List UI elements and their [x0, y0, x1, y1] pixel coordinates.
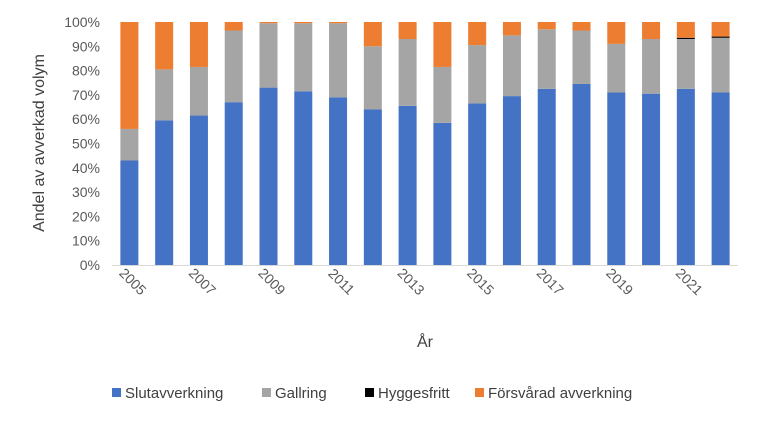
bar-segment-gallring-2007 [189, 66, 208, 116]
legend-label: Hyggesfritt [378, 385, 451, 402]
bar-segment-f-rsv-rad-avverkning-2022 [711, 22, 730, 37]
x-tick-label: 2007 [186, 265, 219, 298]
bar-segment-slutavverkning-2008 [224, 102, 243, 265]
bar-segment-slutavverkning-2017 [537, 88, 556, 265]
bar-segment-f-rsv-rad-avverkning-2013 [398, 22, 417, 40]
bar-segment-gallring-2017 [537, 29, 556, 89]
legend-label: Försvårad avverkning [488, 385, 632, 402]
bar-segment-slutavverkning-2022 [711, 92, 730, 265]
bar-segment-hyggesfritt-2021 [676, 37, 695, 40]
legend-swatch [475, 388, 484, 397]
bar-segment-slutavverkning-2016 [502, 96, 521, 266]
x-tick-label: 2019 [603, 265, 636, 298]
x-tick-label: 2015 [464, 265, 497, 298]
bar-segment-f-rsv-rad-avverkning-2018 [572, 22, 591, 31]
bar-segment-f-rsv-rad-avverkning-2020 [642, 22, 661, 40]
bar-segment-f-rsv-rad-avverkning-2015 [468, 22, 487, 46]
x-tick-label: 2021 [673, 265, 706, 298]
y-axis-ticks: 0% 10% 20% 30% 40% 50% 60% 70% 80% 90% 100% [64, 14, 100, 273]
bar-segment-gallring-2021 [676, 39, 695, 89]
y-tick-label: 30% [72, 184, 100, 200]
y-tick-label: 60% [72, 111, 100, 127]
x-tick-label: 2013 [394, 265, 427, 298]
bar-segment-gallring-2016 [502, 35, 521, 97]
bar-segment-slutavverkning-2013 [398, 105, 417, 266]
bar-segment-gallring-2012 [363, 46, 382, 110]
x-axis-title: År [417, 332, 434, 351]
bar-segment-gallring-2015 [468, 45, 487, 104]
bar-segment-hyggesfritt-2022 [711, 36, 730, 38]
y-tick-label: 50% [72, 136, 100, 152]
legend-swatch [365, 388, 374, 397]
bar-segment-slutavverkning-2006 [155, 120, 174, 265]
bar-segment-slutavverkning-2018 [572, 83, 591, 265]
x-axis-ticks: 2005 2007 2009 2011 2013 2015 2017 2019 2021 [116, 265, 706, 298]
y-tick-label: 10% [72, 233, 100, 249]
bar-segment-gallring-2018 [572, 30, 591, 84]
x-tick-label: 2011 [325, 265, 358, 298]
y-tick-label: 90% [72, 38, 100, 54]
legend: Slutavverkning Gallring Hyggesfritt Försvår… [112, 385, 632, 402]
bar-segment-slutavverkning-2014 [433, 122, 452, 265]
bar-segment-f-rsv-rad-avverkning-2019 [607, 22, 626, 44]
bar-segment-f-rsv-rad-avverkning-2012 [363, 22, 382, 47]
bar-segment-gallring-2005 [120, 128, 139, 161]
y-tick-label: 80% [72, 63, 100, 79]
y-tick-label: 100% [64, 14, 100, 30]
y-tick-label: 70% [72, 87, 100, 103]
y-tick-label: 40% [72, 160, 100, 176]
bar-segment-f-rsv-rad-avverkning-2014 [433, 22, 452, 67]
bar-segment-slutavverkning-2010 [294, 91, 313, 265]
x-tick-label: 2017 [534, 265, 567, 298]
y-tick-label: 20% [72, 208, 100, 224]
bars [120, 22, 730, 266]
bar-segment-f-rsv-rad-avverkning-2017 [537, 22, 556, 30]
legend-label: Slutavverkning [125, 385, 223, 402]
bar-segment-gallring-2014 [433, 66, 452, 123]
bar-segment-f-rsv-rad-avverkning-2006 [155, 22, 174, 70]
bar-segment-f-rsv-rad-avverkning-2016 [502, 22, 521, 36]
legend-swatch [262, 388, 271, 397]
bar-segment-gallring-2022 [711, 37, 730, 93]
bar-segment-slutavverkning-2007 [189, 115, 208, 266]
legend-swatch [112, 388, 121, 397]
bar-segment-slutavverkning-2021 [676, 88, 695, 265]
bar-segment-f-rsv-rad-avverkning-2011 [329, 22, 348, 24]
bar-segment-gallring-2008 [224, 30, 243, 103]
bar-segment-slutavverkning-2011 [329, 97, 348, 265]
bar-segment-slutavverkning-2009 [259, 87, 278, 265]
bar-segment-gallring-2009 [259, 23, 278, 88]
bar-segment-f-rsv-rad-avverkning-2008 [224, 22, 243, 31]
bar-segment-slutavverkning-2015 [468, 103, 487, 265]
bar-segment-gallring-2020 [642, 39, 661, 94]
y-axis-title: Andel av avverkad volym [31, 54, 48, 232]
bar-segment-gallring-2011 [329, 23, 348, 98]
bar-segment-f-rsv-rad-avverkning-2010 [294, 22, 313, 24]
bar-segment-f-rsv-rad-avverkning-2009 [259, 22, 278, 24]
bar-segment-slutavverkning-2020 [642, 93, 661, 265]
bar-segment-gallring-2010 [294, 23, 313, 92]
x-tick-label: 2009 [255, 265, 288, 298]
bar-segment-slutavverkning-2012 [363, 109, 382, 265]
bar-segment-slutavverkning-2005 [120, 160, 139, 265]
bar-segment-gallring-2013 [398, 39, 417, 106]
bar-segment-gallring-2006 [155, 69, 174, 121]
bar-segment-f-rsv-rad-avverkning-2007 [189, 22, 208, 67]
bar-segment-gallring-2019 [607, 43, 626, 93]
y-tick-label: 0% [80, 257, 100, 273]
bar-segment-f-rsv-rad-avverkning-2005 [120, 22, 139, 129]
legend-label: Gallring [275, 385, 327, 402]
x-tick-label: 2005 [116, 265, 149, 298]
bar-segment-f-rsv-rad-avverkning-2021 [676, 22, 695, 38]
bar-segment-slutavverkning-2019 [607, 92, 626, 265]
